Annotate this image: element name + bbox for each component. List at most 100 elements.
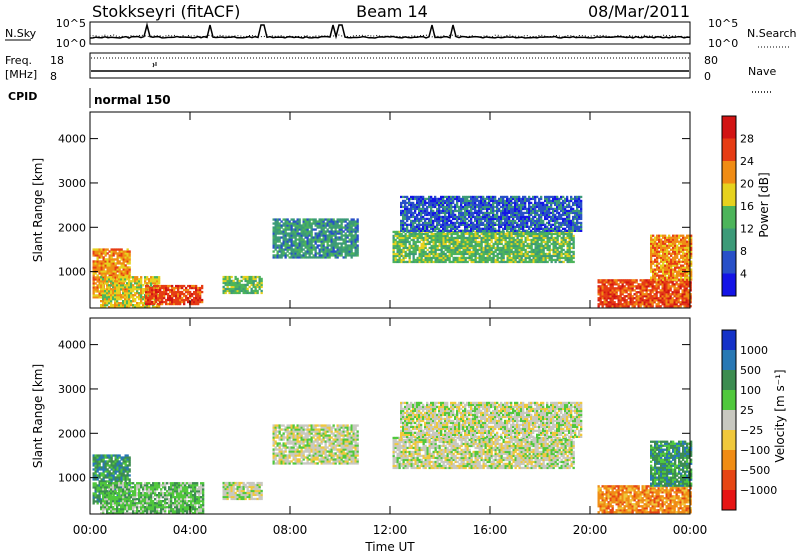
cell-power-5 bbox=[536, 250, 539, 254]
cell-power-4 bbox=[354, 230, 357, 233]
cell-power-6 bbox=[548, 223, 551, 226]
cell-power-5 bbox=[400, 232, 403, 236]
cell-power-5 bbox=[492, 258, 495, 262]
cell-power-1 bbox=[128, 278, 131, 281]
cell-power-5 bbox=[538, 258, 541, 262]
cell-power-2 bbox=[165, 302, 168, 306]
cell-power-4 bbox=[324, 248, 327, 251]
cell-power-0 bbox=[116, 258, 119, 261]
cell-power-2 bbox=[179, 302, 182, 306]
cell-power-5 bbox=[552, 232, 555, 236]
cell-power-5 bbox=[448, 244, 451, 248]
cell-power-7 bbox=[627, 281, 630, 284]
cell-power-6 bbox=[490, 227, 493, 230]
cell-power-7 bbox=[605, 279, 608, 282]
cell-power-0 bbox=[124, 250, 127, 253]
cell-power-5 bbox=[418, 252, 421, 256]
cell-power-6 bbox=[476, 195, 479, 199]
cell-power-4 bbox=[342, 218, 345, 221]
cell-power-6 bbox=[540, 219, 543, 223]
cell-power-6 bbox=[550, 227, 553, 230]
cell-power-4 bbox=[310, 242, 313, 245]
cell-power-7 bbox=[603, 293, 606, 296]
cell-power-0 bbox=[92, 288, 95, 291]
cell-power-5 bbox=[416, 246, 419, 250]
cell-power-6 bbox=[474, 223, 477, 226]
cell-power-6 bbox=[484, 215, 487, 219]
cell-power-7 bbox=[651, 287, 654, 290]
cell-power-6 bbox=[492, 211, 495, 215]
cell-power-0 bbox=[96, 294, 99, 297]
cell-power-6 bbox=[540, 225, 543, 228]
cell-power-5 bbox=[502, 256, 505, 260]
cell-power-0 bbox=[122, 260, 125, 263]
cell-power-5 bbox=[524, 258, 527, 262]
cell-power-1 bbox=[108, 298, 111, 301]
cell-power-5 bbox=[470, 256, 473, 260]
cell-power-4 bbox=[284, 238, 287, 241]
cell-power-6 bbox=[538, 205, 541, 209]
cell-power-6 bbox=[532, 203, 535, 207]
cell-power-5 bbox=[564, 252, 567, 256]
cell-power-0 bbox=[98, 248, 101, 251]
cell-power-6 bbox=[434, 203, 437, 207]
cell-power-4 bbox=[326, 250, 329, 253]
cell-power-6 bbox=[516, 197, 519, 201]
cell-power-6 bbox=[504, 213, 507, 217]
cell-power-6 bbox=[418, 211, 421, 215]
cell-power-6 bbox=[400, 227, 403, 230]
cell-power-7 bbox=[647, 305, 650, 308]
cell-power-4 bbox=[354, 248, 357, 251]
cell-power-7 bbox=[663, 301, 666, 304]
cell-power-3 bbox=[260, 291, 263, 295]
cell-power-1 bbox=[110, 276, 113, 279]
cell-power-6 bbox=[566, 211, 569, 215]
cell-power-6 bbox=[406, 211, 409, 215]
cell-power-0 bbox=[104, 266, 107, 269]
cell-power-2 bbox=[189, 290, 192, 294]
cell-power-6 bbox=[510, 205, 513, 209]
cell-power-6 bbox=[424, 229, 427, 232]
cell-power-7 bbox=[623, 299, 626, 302]
cell-power-0 bbox=[122, 274, 125, 277]
cell-power-6 bbox=[500, 195, 503, 199]
cell-power-4 bbox=[312, 228, 315, 231]
cell-power-5 bbox=[502, 252, 505, 256]
cell-power-3 bbox=[254, 279, 257, 283]
cell-power-6 bbox=[434, 201, 437, 205]
cell-power-5 bbox=[490, 260, 493, 264]
cell-power-5 bbox=[432, 248, 435, 252]
cell-power-6 bbox=[464, 215, 467, 219]
cell-power-4 bbox=[344, 246, 347, 249]
cell-power-3 bbox=[252, 275, 255, 279]
cell-power-1 bbox=[146, 282, 149, 285]
cell-power-7 bbox=[615, 303, 618, 306]
freq-glitch bbox=[152, 62, 157, 68]
cell-power-1 bbox=[134, 286, 137, 289]
cell-power-6 bbox=[522, 227, 525, 230]
cell-power-5 bbox=[540, 242, 543, 246]
cell-power-5 bbox=[512, 256, 515, 260]
cell-power-6 bbox=[566, 199, 569, 203]
cell-power-6 bbox=[502, 217, 505, 221]
cell-power-4 bbox=[308, 224, 311, 227]
cell-power-5 bbox=[520, 252, 523, 256]
cell-power-3 bbox=[246, 291, 249, 295]
cell-power-0 bbox=[120, 248, 123, 251]
cell-power-5 bbox=[514, 240, 517, 244]
cell-power-6 bbox=[438, 207, 441, 211]
cell-power-6 bbox=[424, 199, 427, 203]
cell-power-7 bbox=[649, 303, 652, 306]
cell-power-5 bbox=[406, 260, 409, 264]
cell-power-6 bbox=[496, 213, 499, 217]
cell-power-1 bbox=[126, 276, 129, 279]
cell-power-4 bbox=[338, 254, 341, 257]
cell-power-4 bbox=[342, 242, 345, 245]
cell-power-1 bbox=[116, 300, 119, 303]
cell-power-5 bbox=[530, 248, 533, 252]
noise-search-line bbox=[89, 34, 691, 38]
cell-power-5 bbox=[414, 236, 417, 240]
cell-power-6 bbox=[534, 201, 537, 205]
cell-power-6 bbox=[516, 215, 519, 219]
cell-power-2 bbox=[153, 286, 156, 290]
